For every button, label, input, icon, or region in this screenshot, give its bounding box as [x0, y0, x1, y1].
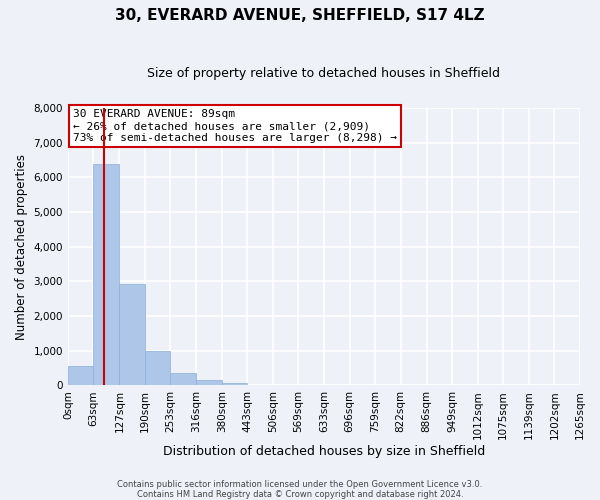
Text: 30 EVERARD AVENUE: 89sqm
← 26% of detached houses are smaller (2,909)
73% of sem: 30 EVERARD AVENUE: 89sqm ← 26% of detach… — [73, 110, 397, 142]
Text: Contains public sector information licensed under the Open Government Licence v3: Contains public sector information licen… — [118, 480, 482, 489]
Text: 30, EVERARD AVENUE, SHEFFIELD, S17 4LZ: 30, EVERARD AVENUE, SHEFFIELD, S17 4LZ — [115, 8, 485, 22]
Bar — [119, 284, 145, 386]
Bar — [68, 366, 94, 386]
Text: Contains HM Land Registry data © Crown copyright and database right 2024.: Contains HM Land Registry data © Crown c… — [137, 490, 463, 499]
Bar — [94, 164, 119, 386]
Bar — [170, 372, 196, 386]
Bar — [222, 382, 247, 386]
Y-axis label: Number of detached properties: Number of detached properties — [15, 154, 28, 340]
Bar — [196, 380, 222, 386]
Title: Size of property relative to detached houses in Sheffield: Size of property relative to detached ho… — [148, 68, 500, 80]
Bar — [145, 352, 170, 386]
X-axis label: Distribution of detached houses by size in Sheffield: Distribution of detached houses by size … — [163, 444, 485, 458]
